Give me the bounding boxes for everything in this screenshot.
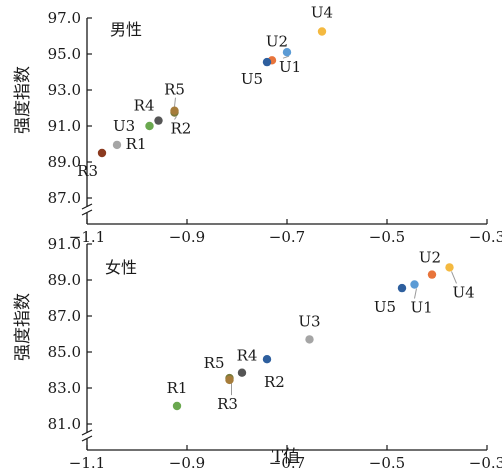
y-tick-label: 97.0 [48, 9, 81, 27]
chart-panel-2: 81.0 83.0 85.0 87.0 89.0 91.0 −1.1 −0.9 −0.7 −0.5… [13, 235, 502, 469]
y-tick-label: 85.0 [48, 343, 81, 361]
point-label-u5: U5 [374, 298, 396, 316]
point-r5 [225, 375, 234, 385]
x-tick-label: −0.9 [169, 228, 205, 246]
point-label-r4: R4 [237, 347, 258, 365]
point-label-r1: R1 [126, 135, 147, 153]
y-tick-label: 95.0 [48, 45, 81, 63]
y-tick-label: 81.0 [48, 415, 81, 433]
point-label-r3: R3 [217, 395, 238, 413]
point-label-r5: R5 [204, 354, 225, 372]
x-tick-label: −0.7 [269, 454, 305, 469]
point-r3 [97, 148, 107, 158]
panel-title: 女性 [105, 258, 137, 277]
leader-line [414, 288, 417, 299]
point-label-r4: R4 [134, 97, 155, 115]
axis-break-mark [81, 203, 93, 210]
point-label-u1: U1 [411, 299, 433, 317]
y-tick-label: 93.0 [48, 81, 81, 99]
y-axis-title: 强度指数 [13, 293, 33, 361]
point-u5 [397, 283, 407, 293]
point-u4 [317, 27, 327, 36]
axis-break-mark [81, 429, 93, 436]
x-tick-label: −0.5 [369, 228, 405, 246]
y-tick-label: 87.0 [48, 189, 81, 207]
point-label-u4: U4 [453, 283, 475, 301]
point-label-u3: U3 [113, 117, 135, 135]
y-tick-label: 87.0 [48, 307, 81, 325]
point-r1 [172, 401, 182, 411]
y-tick-label: 91.0 [48, 117, 81, 135]
x-tick-label: −1.1 [69, 454, 105, 469]
point-r2 [262, 355, 272, 364]
point-label-u1: U1 [279, 58, 301, 76]
leader-line [174, 97, 176, 107]
point-label-r2: R2 [264, 373, 285, 391]
x-tick-label: −0.3 [469, 228, 502, 246]
leader-line [174, 116, 177, 120]
point-u5 [262, 57, 272, 67]
x-tick-label: −1.1 [69, 228, 105, 246]
point-u4 [445, 263, 454, 272]
point-label-u2: U2 [266, 32, 288, 50]
x-tick-label: −0.9 [169, 454, 205, 469]
point-label-r2: R2 [171, 120, 192, 138]
y-tick-label: 83.0 [48, 379, 81, 397]
y-tick-label: 89.0 [48, 153, 81, 171]
x-tick-label: −0.3 [469, 454, 502, 469]
point-r4 [154, 116, 163, 125]
chart-panel-1: 87.0 89.0 91.0 93.0 95.0 97.0 −1.1 −0.9 −0.7 −0.5… [13, 4, 502, 247]
panel-title: 男性 [110, 20, 142, 39]
x-axis-title: T值 [272, 447, 300, 467]
y-axis-title: 强度指数 [13, 66, 33, 134]
point-label-r3: R3 [77, 162, 98, 180]
leader-line [282, 55, 290, 59]
point-label-r5: R5 [164, 81, 185, 99]
point-label-u3: U3 [298, 312, 320, 330]
point-label-r1: R1 [167, 379, 188, 397]
x-tick-label: −0.7 [269, 228, 305, 246]
point-r5 [170, 106, 179, 115]
point-u3 [305, 335, 314, 344]
y-tick-label: 91.0 [48, 235, 81, 253]
leader-line [451, 271, 457, 284]
point-u1 [282, 48, 292, 57]
axis-break-mark [81, 209, 93, 216]
point-r1 [145, 121, 154, 131]
y-tick-label: 89.0 [48, 271, 81, 289]
axis-break-mark [81, 435, 93, 442]
point-label-u5: U5 [241, 70, 263, 88]
x-tick-label: −0.5 [369, 454, 405, 469]
point-u3 [112, 140, 122, 150]
point-label-u4: U4 [311, 4, 333, 22]
point-u2 [427, 270, 437, 279]
point-label-u2: U2 [419, 249, 441, 267]
point-u1 [410, 280, 419, 289]
point-r4 [237, 368, 247, 377]
